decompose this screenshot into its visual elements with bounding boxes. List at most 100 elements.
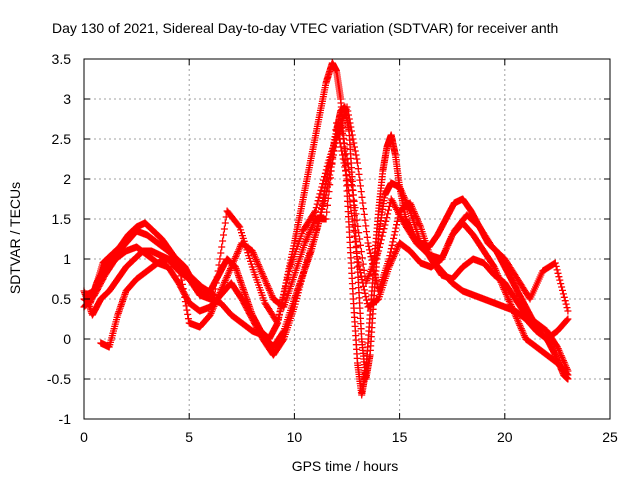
- data-point: [351, 232, 358, 240]
- data-point: [337, 119, 345, 127]
- data-point: [379, 228, 387, 236]
- y-axis-title: SDTVAR / TECUs: [7, 182, 23, 294]
- data-point: [217, 249, 225, 257]
- data-point: [358, 193, 366, 201]
- data-point: [213, 273, 221, 281]
- data-point: [215, 261, 223, 269]
- data-point: [317, 186, 325, 194]
- data-point: [321, 173, 328, 181]
- data-point: [348, 131, 356, 139]
- data-point: [348, 127, 355, 135]
- data-point: [560, 293, 568, 301]
- data-point: [350, 197, 358, 205]
- data-point: [563, 316, 571, 324]
- data-point: [564, 315, 572, 323]
- data-point: [363, 296, 370, 304]
- data-point: [376, 240, 384, 248]
- data-point: [558, 283, 566, 291]
- data-point: [362, 222, 370, 230]
- data-point: [338, 124, 346, 132]
- data-point: [389, 238, 397, 246]
- data-point: [341, 145, 349, 153]
- data-point: [385, 206, 392, 214]
- data-point: [391, 228, 399, 236]
- data-point: [183, 306, 191, 314]
- data-point: [184, 315, 192, 323]
- data-point: [347, 176, 355, 184]
- data-point: [359, 199, 367, 207]
- data-point: [313, 200, 321, 208]
- data-point: [323, 162, 331, 170]
- y-tick-label: -0.5: [47, 371, 71, 387]
- data-point: [311, 208, 318, 216]
- data-point: [551, 259, 559, 267]
- data-point: [361, 289, 369, 297]
- data-point: [212, 279, 220, 287]
- data-point: [356, 265, 364, 273]
- data-point: [280, 291, 288, 299]
- y-tick-label: 2.5: [52, 131, 72, 147]
- data-point: [351, 143, 358, 151]
- data-point: [393, 221, 401, 229]
- y-tick-label: 3: [63, 91, 71, 107]
- data-point: [353, 249, 361, 257]
- data-point: [557, 280, 565, 288]
- data-point: [327, 167, 335, 175]
- data-point: [181, 293, 189, 301]
- y-tick-label: 0: [63, 331, 71, 347]
- data-point: [323, 208, 331, 216]
- data-point: [178, 280, 186, 288]
- data-point: [218, 243, 226, 251]
- data-point: [355, 170, 363, 178]
- data-point: [221, 219, 229, 227]
- data-point: [362, 293, 370, 301]
- data-point: [326, 181, 334, 189]
- data-point: [563, 304, 571, 312]
- data-point: [352, 151, 360, 159]
- data-point: [358, 254, 366, 262]
- data-point: [337, 143, 345, 151]
- data-point: [352, 210, 360, 218]
- y-tick-label: 0.5: [52, 291, 72, 307]
- ticks: -1 -0.5 0 0.5 1 1.5 2 2.5 3 3.5 0 5 10 15 20 25: [47, 51, 618, 445]
- data-point: [325, 188, 333, 196]
- data-point: [211, 285, 219, 293]
- data-point: [285, 267, 293, 275]
- data-point: [353, 155, 361, 163]
- data-point: [319, 180, 327, 188]
- data-point: [346, 170, 354, 178]
- data-point: [328, 160, 336, 168]
- data-point: [380, 225, 388, 233]
- data-point: [275, 311, 283, 319]
- data-point: [376, 243, 383, 251]
- data-point: [344, 107, 352, 115]
- data-point: [339, 134, 347, 142]
- y-tick-label: 3.5: [52, 51, 72, 67]
- data-point: [360, 266, 368, 274]
- data-point: [279, 336, 287, 344]
- x-tick-label: 0: [80, 429, 88, 445]
- x-axis-title: GPS time / hours: [292, 458, 399, 474]
- y-tick-label: 1.5: [52, 211, 72, 227]
- data-point: [361, 216, 369, 224]
- data-point: [363, 233, 371, 241]
- data-point: [559, 286, 566, 294]
- data-point: [354, 165, 362, 173]
- data-point: [274, 319, 282, 327]
- grid: [84, 59, 610, 419]
- data-point: [311, 207, 319, 215]
- y-tick-label: 1: [63, 251, 71, 267]
- data-point: [182, 302, 190, 310]
- data-point: [356, 235, 364, 243]
- data-point: [327, 174, 334, 182]
- data-point: [235, 222, 243, 230]
- series-track-4: [97, 119, 572, 379]
- data-point: [184, 310, 192, 318]
- data-point: [345, 192, 353, 200]
- data-point: [372, 273, 380, 281]
- series-track-5: [82, 119, 572, 327]
- data-point: [351, 204, 359, 212]
- data-point: [562, 300, 570, 308]
- x-tick-label: 20: [497, 429, 513, 445]
